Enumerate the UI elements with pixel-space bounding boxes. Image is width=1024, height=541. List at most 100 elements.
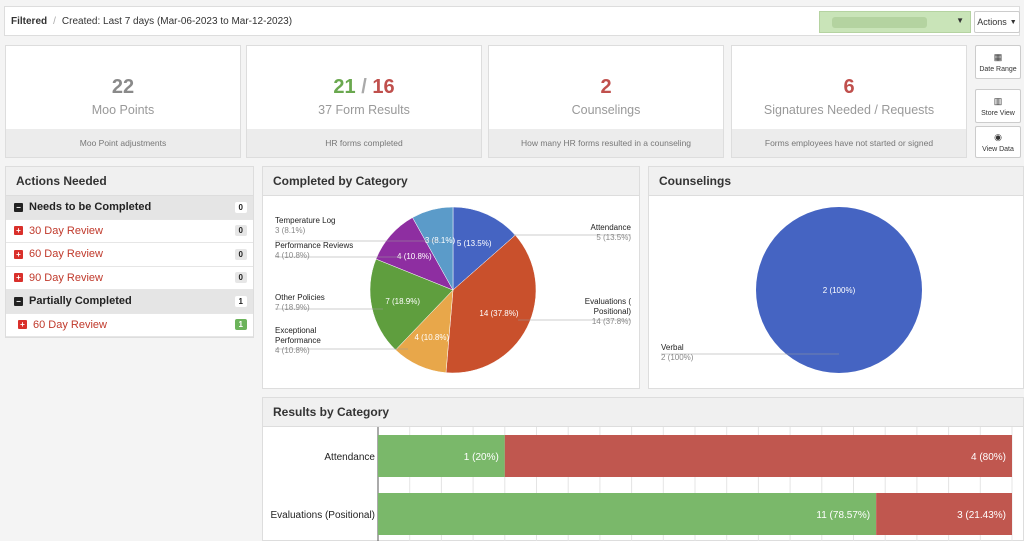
pie-slice[interactable] [412, 206, 454, 291]
filter-separator: / [53, 15, 56, 27]
category-name: Temperature Log [275, 216, 336, 225]
actions-group-row[interactable]: − Partially Completed 1 [6, 290, 253, 314]
actions-needed-panel: Actions Needed − Needs to be Completed 0 +3… [5, 166, 254, 338]
category-value: 4 (10.8%) [275, 251, 310, 260]
actions-item-row[interactable]: +30 Day Review 0 [6, 220, 253, 243]
count-badge: 0 [234, 225, 247, 237]
bar-label-pass: 1 (20%) [464, 452, 499, 463]
count-badge: 0 [234, 201, 247, 213]
bar-label-pass: 11 (78.57%) [816, 510, 870, 521]
date-range-label: Date Range [979, 65, 1017, 73]
bar-label-fail: 3 (21.43%) [957, 510, 1006, 521]
stat-label: Moo Points [91, 103, 155, 117]
pie-legend-label: Temperature Log 3 (8.1%) [275, 216, 335, 236]
created-filter-text[interactable]: Created: Last 7 days (Mar-06-2023 to Mar… [61, 15, 293, 27]
pie-legend-label: Exceptional Performance 4 (10.8%) [275, 326, 345, 356]
category-tick-label: Evaluations (Positional) [271, 510, 376, 521]
actions-label: Actions [977, 17, 1007, 27]
date-range-button[interactable]: ▦ Date Range [975, 45, 1021, 79]
caret-down-icon: ▼ [1009, 18, 1017, 26]
stat-footer: HR forms completed [247, 129, 481, 157]
eye-icon: ◉ [994, 131, 1002, 142]
actions-item-row[interactable]: +60 Day Review 1 [6, 314, 253, 337]
account-select[interactable]: ▼ [819, 11, 971, 33]
count-badge: 1 [234, 295, 247, 307]
stat-slash: / [361, 76, 367, 98]
bar-segment-pass[interactable] [378, 435, 505, 477]
pie-legend-label: Other Policies 7 (18.9%) [275, 293, 325, 313]
filtered-label: Filtered [11, 15, 48, 27]
pie-slice-label: 2 (100%) [823, 286, 856, 295]
panel-title: Results by Category [263, 398, 1023, 427]
view-data-button[interactable]: ◉ View Data [975, 126, 1021, 158]
results-by-category-chart: 1 (20%) 4 (80%) Attendance 11 (78.57%) 3 (21… [271, 427, 1013, 541]
store-view-label: Store View [981, 109, 1015, 117]
expand-icon[interactable]: + [14, 249, 23, 259]
panel-title: Completed by Category [263, 167, 639, 196]
counselings-pie: 2 (100%) [661, 207, 922, 373]
completed-by-category-pie: 5 (13.5%) 14 (37.8%) 4 (10.8%) 7 (18.9%) 4 (… [275, 206, 631, 374]
collapse-icon[interactable]: − [14, 296, 23, 306]
actions-group-row[interactable]: − Needs to be Completed 0 [6, 196, 253, 220]
filter-bar: Filtered / Created: Last 7 days (Mar-06-… [4, 6, 1020, 36]
account-select-value [832, 17, 927, 28]
counselings-panel: Counselings 2 (100%) Verbal 2 (100%) [648, 166, 1024, 389]
stat-label: Counselings [571, 103, 641, 117]
row-label: Partially Completed [29, 295, 132, 308]
pie-slice-label: 4 (10.8%) [414, 333, 449, 342]
pie-slice-label: 3 (8.1%) [425, 236, 456, 245]
category-name: Evaluations ( Positional) [584, 297, 631, 316]
pie-slice[interactable] [452, 206, 516, 291]
category-value: 3 (8.1%) [275, 226, 306, 235]
expand-icon[interactable]: + [14, 226, 23, 236]
store-view-button[interactable]: ▥ Store View [975, 89, 1021, 123]
chevron-down-icon: ▼ [956, 16, 964, 25]
stat-card-moo-points[interactable]: 22 Moo Points Moo Point adjustments [5, 45, 241, 158]
pie-legend-label: Attendance 5 (13.5%) [563, 223, 631, 243]
results-by-category-panel: Results by Category 1 (20%) 4 (80%) Attend… [262, 397, 1024, 541]
completed-by-category-panel: Completed by Category 5 (13.5%) 14 (37.8%… [262, 166, 640, 389]
stat-footer: How many HR forms resulted in a counseli… [489, 129, 723, 157]
expand-icon[interactable]: + [18, 320, 27, 330]
stat-value: 22 [111, 76, 135, 98]
category-name: Exceptional Performance [275, 326, 321, 345]
stat-value: 2 [600, 76, 612, 98]
row-label: Needs to be Completed [29, 201, 152, 214]
category-name: Performance Reviews [275, 241, 354, 250]
count-badge: 1 [234, 319, 247, 331]
category-value: 5 (13.5%) [596, 233, 631, 242]
stat-footer: Forms employees have not started or sign… [732, 129, 966, 157]
building-icon: ▥ [993, 95, 1003, 106]
bar-label-fail: 4 (80%) [971, 452, 1006, 463]
actions-item-row[interactable]: +60 Day Review 0 [6, 243, 253, 267]
collapse-icon[interactable]: − [14, 202, 23, 212]
pie-legend-label: Evaluations ( Positional) 14 (37.8%) [563, 297, 631, 327]
pie-slice-label: 5 (13.5%) [457, 239, 492, 248]
pie-legend-label: Performance Reviews 4 (10.8%) [275, 241, 353, 261]
incomplete-count: 16 [372, 76, 395, 98]
category-value: 14 (37.8%) [591, 317, 631, 326]
actions-item-row[interactable]: +90 Day Review 0 [6, 267, 253, 290]
completed-count: 21 [333, 76, 356, 98]
stat-card-counselings[interactable]: 2 Counselings How many HR forms resulted… [488, 45, 724, 158]
panel-title: Actions Needed [6, 167, 253, 196]
row-label: 30 Day Review [29, 224, 103, 237]
bar-segment-fail[interactable] [876, 493, 1012, 535]
stat-card-signatures[interactable]: 6 Signatures Needed / Requests Forms emp… [731, 45, 967, 158]
bar-segment-fail[interactable] [504, 435, 1012, 477]
stat-card-form-results[interactable]: 21 / 16 37 Form Results HR forms complet… [246, 45, 482, 158]
row-label: 90 Day Review [29, 271, 103, 284]
row-label: 60 Day Review [29, 248, 103, 261]
pie-slice[interactable] [445, 234, 537, 374]
pie-slice-label: 4 (10.8%) [397, 252, 432, 261]
actions-dropdown-button[interactable]: Actions ▼ [974, 11, 1020, 33]
pie-slice-label: 7 (18.9%) [385, 297, 420, 306]
category-name: Verbal [661, 343, 684, 352]
expand-icon[interactable]: + [14, 273, 23, 283]
stat-value: 6 [843, 76, 855, 98]
row-label: 60 Day Review [33, 318, 107, 331]
category-value: 2 (100%) [661, 353, 694, 362]
pie-legend-label: Verbal 2 (100%) [661, 343, 693, 363]
bar-segment-pass[interactable] [378, 493, 877, 535]
pie-slice[interactable] [756, 207, 922, 373]
